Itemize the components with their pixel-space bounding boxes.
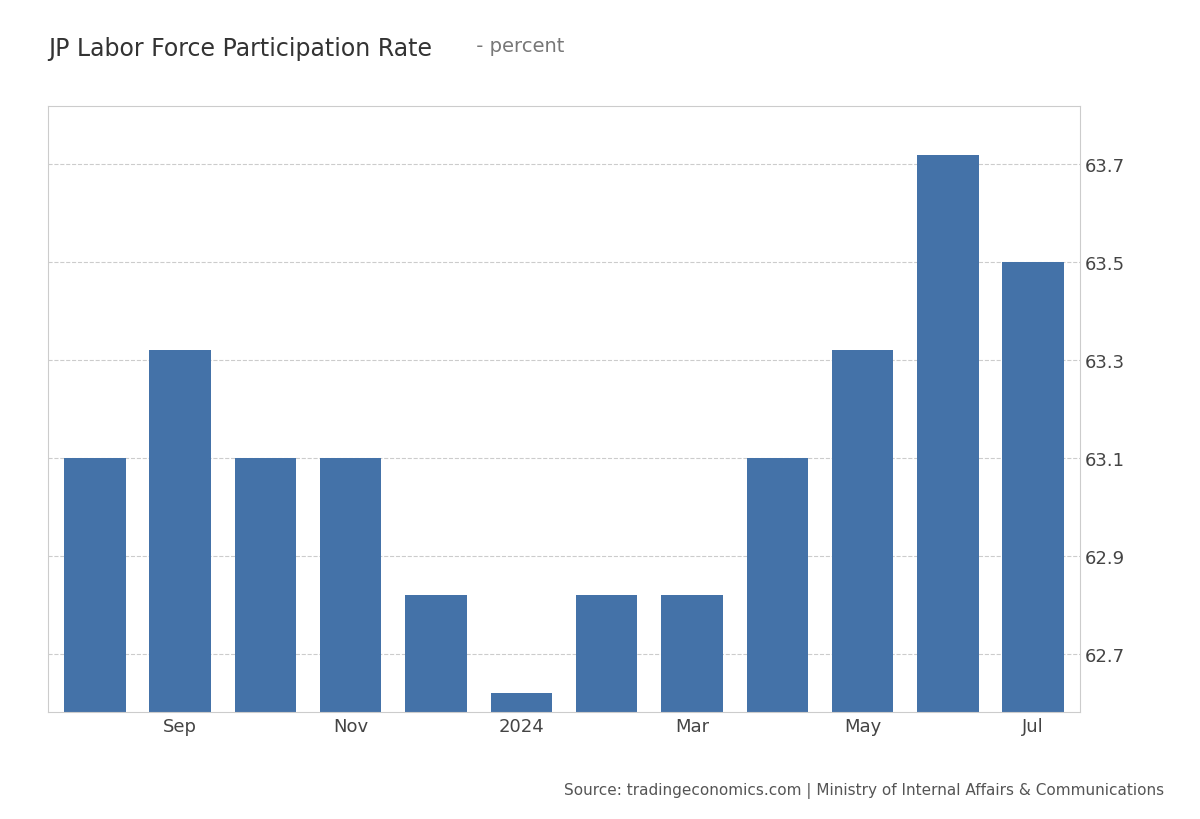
Text: - percent: - percent [470,37,565,56]
Text: Source: tradingeconomics.com | Ministry of Internal Affairs & Communications: Source: tradingeconomics.com | Ministry … [564,782,1164,799]
Bar [320,459,382,713]
Bar [917,156,978,713]
Bar [491,693,552,713]
Bar [235,459,296,713]
Bar [150,351,211,713]
Bar [1002,263,1063,713]
Bar [406,595,467,713]
Bar [65,459,126,713]
Bar [576,595,637,713]
Bar [832,351,893,713]
Bar [661,595,722,713]
Text: JP Labor Force Participation Rate: JP Labor Force Participation Rate [48,37,432,61]
Bar [746,459,808,713]
